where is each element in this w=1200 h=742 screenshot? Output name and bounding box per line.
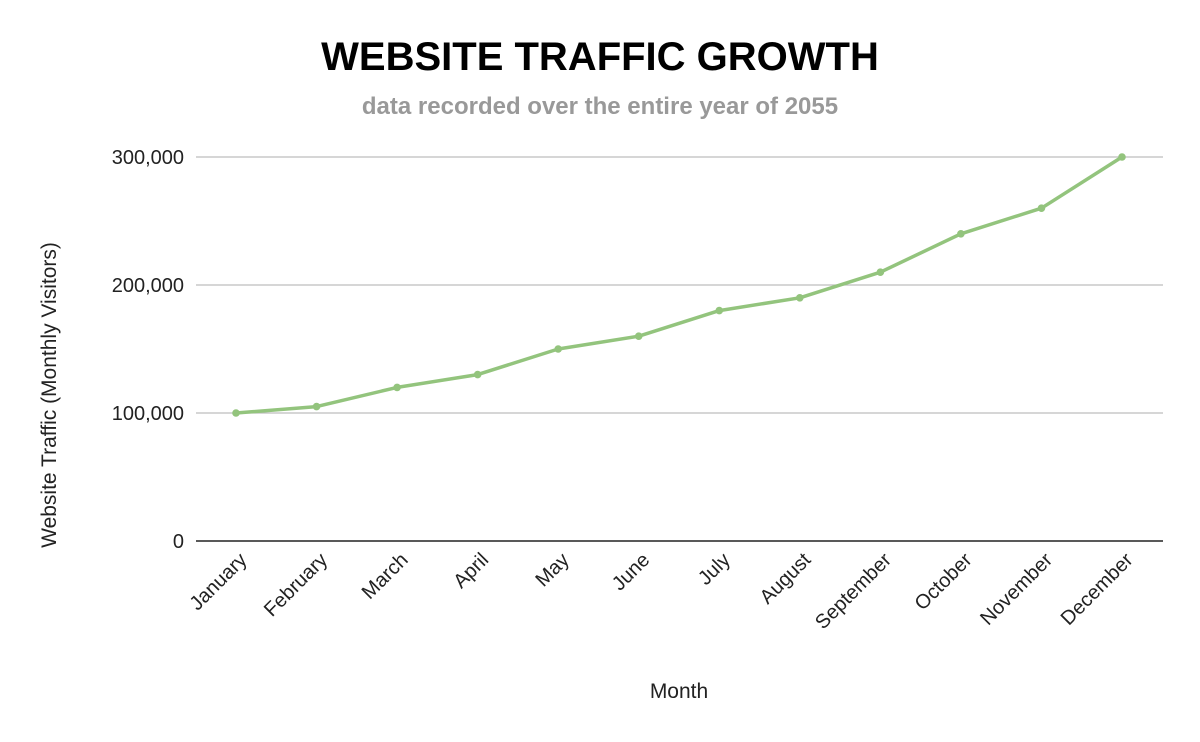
gridlines xyxy=(196,156,1163,542)
x-tick-label: December xyxy=(1057,549,1138,630)
x-tick-label: October xyxy=(911,549,977,615)
y-tick-labels: 0 100,000 200,000 300,000 xyxy=(112,147,184,553)
y-axis-label: Website Traffic (Monthly Visitors) xyxy=(38,242,61,548)
data-point[interactable] xyxy=(554,345,562,353)
x-tick-label: February xyxy=(260,549,332,621)
series-line xyxy=(234,155,1124,415)
x-tick-labels: January February March April May June July Augu… xyxy=(186,549,1138,634)
data-point[interactable] xyxy=(473,370,482,379)
x-tick-label: June xyxy=(608,549,654,595)
x-axis-label: Month xyxy=(650,680,708,703)
x-tick-label: July xyxy=(694,549,735,590)
series-layer xyxy=(232,153,1126,417)
x-tick-label: January xyxy=(186,549,252,615)
chart-title: WEBSITE TRAFFIC GROWTH xyxy=(321,35,879,79)
x-tick-label: March xyxy=(358,549,413,604)
x-tick-label: April xyxy=(449,549,493,593)
x-tick-label: November xyxy=(976,549,1057,630)
data-point[interactable] xyxy=(715,306,724,315)
data-point[interactable] xyxy=(796,294,804,302)
data-point[interactable] xyxy=(1037,204,1046,212)
y-tick-label: 100,000 xyxy=(112,403,184,425)
data-point[interactable] xyxy=(634,332,643,341)
data-point[interactable] xyxy=(957,230,965,238)
x-tick-label: September xyxy=(811,549,896,634)
data-point[interactable] xyxy=(876,268,885,277)
data-point[interactable] xyxy=(393,383,401,392)
chart-subtitle: data recorded over the entire year of 20… xyxy=(362,93,838,120)
data-point[interactable] xyxy=(232,409,240,417)
data-point[interactable] xyxy=(1118,153,1126,161)
y-tick-label: 0 xyxy=(173,531,184,553)
y-tick-label: 200,000 xyxy=(112,275,184,297)
data-point[interactable] xyxy=(312,402,321,411)
x-tick-label: May xyxy=(531,549,573,591)
x-tick-label: August xyxy=(756,549,816,609)
y-tick-label: 300,000 xyxy=(112,147,184,169)
